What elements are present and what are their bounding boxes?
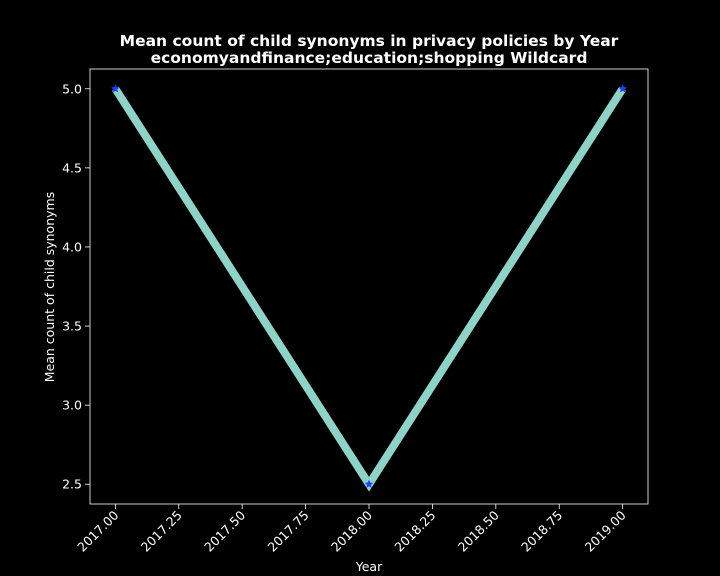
- chart-title: Mean count of child synonyms in privacy …: [120, 32, 619, 50]
- data-point-marker: [110, 84, 120, 93]
- y-tick-label: 4.0: [62, 239, 82, 254]
- y-tick-label: 5.0: [62, 81, 82, 96]
- y-tick-label: 3.0: [62, 398, 82, 413]
- data-point-marker: [618, 84, 628, 93]
- y-tick-label: 4.5: [62, 160, 82, 175]
- data-point-marker: [364, 479, 374, 488]
- y-tick-label: 3.5: [62, 319, 82, 334]
- chart-subtitle: economyandfinance;education;shopping Wil…: [151, 49, 588, 67]
- y-tick-label: 2.5: [62, 477, 82, 492]
- x-axis-label: Year: [355, 559, 383, 574]
- y-axis-label: Mean count of child synonyms: [42, 192, 57, 382]
